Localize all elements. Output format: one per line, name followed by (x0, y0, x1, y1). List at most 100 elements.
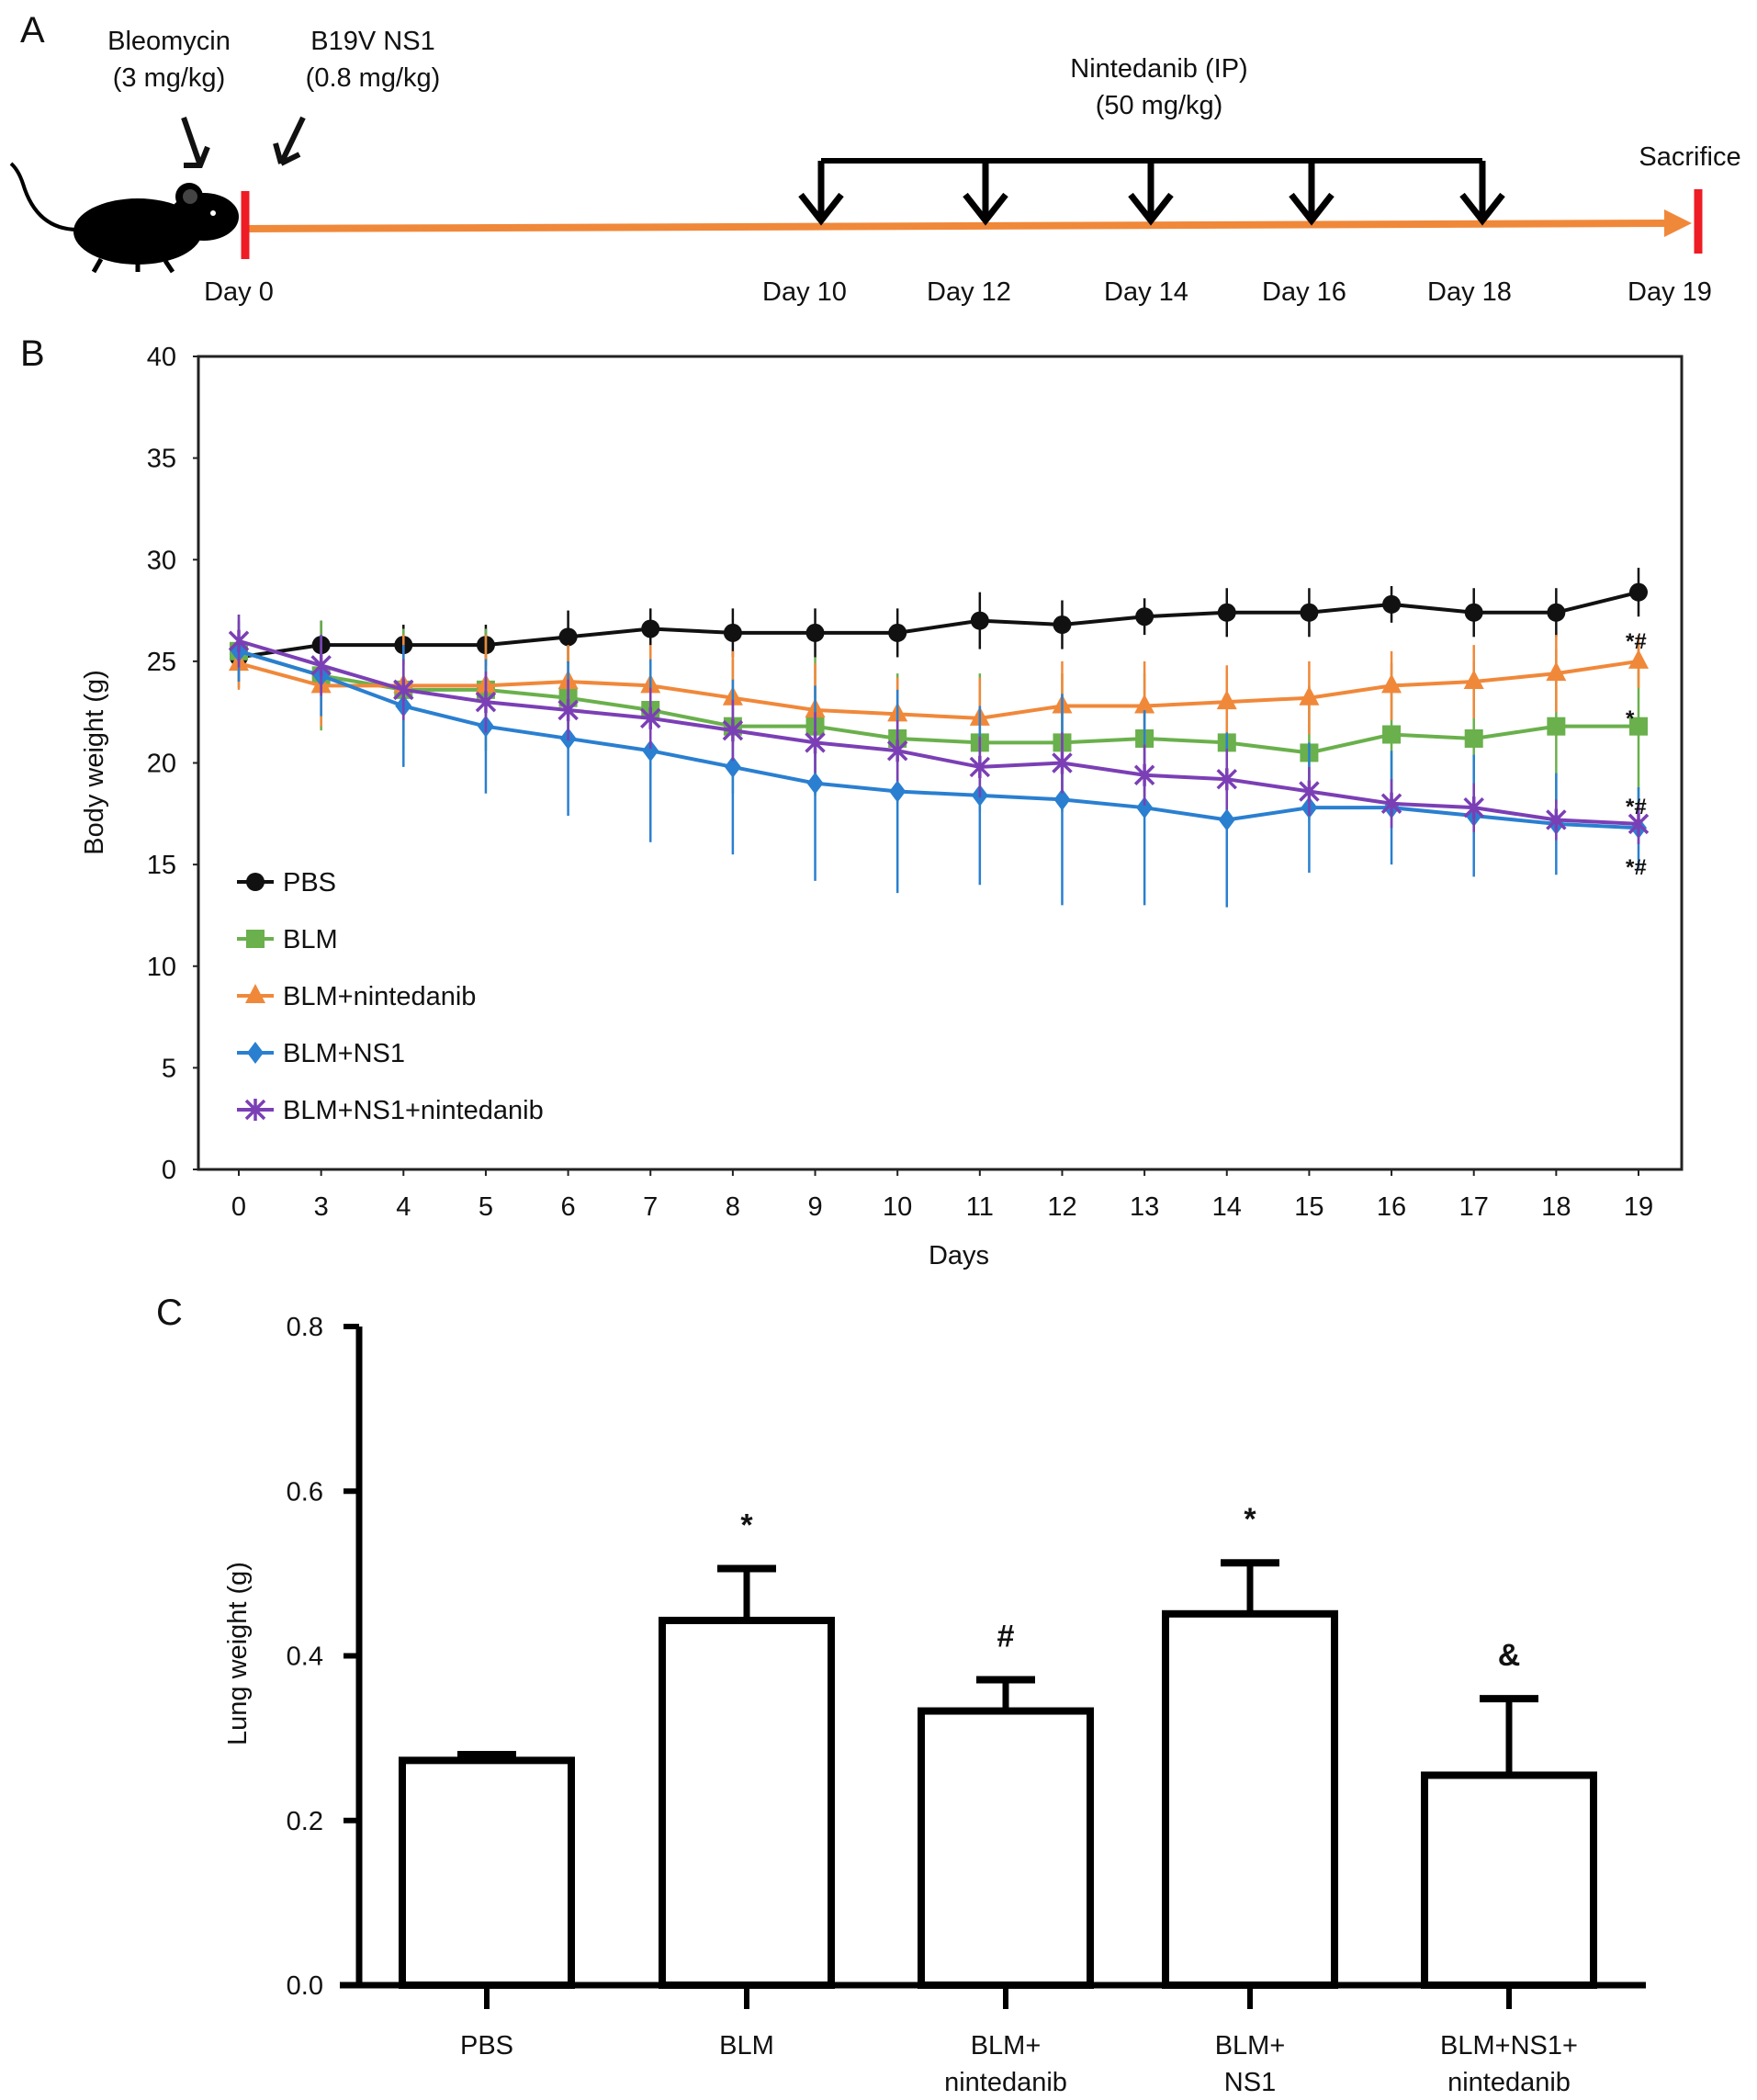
x-tick-label: NS1 (1224, 2068, 1276, 2097)
series-line (238, 590, 1639, 660)
data-point (806, 772, 824, 795)
day-label: Day 0 (204, 277, 274, 307)
data-point (245, 984, 265, 1003)
y-tick-label: 40 (147, 343, 176, 372)
data-point (558, 627, 578, 647)
significance-annotation: * (1626, 706, 1635, 731)
data-point (1053, 788, 1071, 811)
down-arrow-icon (1459, 161, 1505, 226)
bar (1421, 1771, 1597, 1990)
y-tick-label: 15 (147, 851, 176, 880)
timeline-line (244, 220, 1673, 232)
y-tick-label: 30 (147, 546, 176, 575)
x-tick-label: 6 (561, 1192, 576, 1222)
series-group: * *# *# *# (228, 568, 1650, 908)
bleomycin-dose: (3 mg/kg) (113, 63, 225, 93)
data-point (639, 706, 661, 729)
x-tick-label: 15 (1294, 1192, 1323, 1222)
mouse-icon (9, 162, 239, 274)
y-tick-label: 35 (147, 445, 176, 474)
panel-c-bar-chart: C Lung weight (g) 0.0 0.2 0.4 0.6 0.8 PBS * BL… (156, 1293, 1646, 2097)
series-pbs (230, 568, 1648, 682)
significance-annotation: & (1498, 1638, 1521, 1673)
bar-group: * BLM+ NS1 (1162, 1502, 1338, 2097)
data-point (1629, 717, 1648, 736)
data-point (723, 623, 742, 642)
data-point (1300, 603, 1319, 622)
data-point (1463, 670, 1484, 689)
data-point (1136, 796, 1154, 819)
bar-group: * BLM (659, 1507, 835, 2060)
x-tick-label: BLM+NS1+ (1440, 2031, 1578, 2060)
x-tick-label: 4 (396, 1192, 411, 1222)
y-tick-label: 20 (147, 750, 176, 779)
data-point (1463, 796, 1484, 819)
y-tick-label: 25 (147, 648, 176, 677)
series-blm-ns1-nintedanib (228, 614, 1650, 844)
x-tick-label: 19 (1624, 1192, 1653, 1222)
y-tick-label: 10 (147, 953, 176, 982)
ns1-label: B19V NS1 (310, 27, 434, 56)
y-tick-label: 0.0 (287, 1971, 323, 2001)
significance-annotation: *# (1626, 855, 1647, 880)
x-tick-label: 11 (966, 1192, 994, 1222)
series-line (238, 649, 1639, 755)
panel-a-label: A (20, 10, 45, 51)
legend-label: PBS (283, 868, 336, 898)
x-ticks: 0 3 4 5 6 7 8 9 10 11 12 13 14 15 16 17 18 19 (231, 1169, 1653, 1222)
day-label: Day 14 (1104, 277, 1188, 307)
data-point (641, 619, 660, 638)
data-point (1546, 661, 1567, 682)
day-label: Day 19 (1627, 277, 1712, 307)
data-point (1216, 690, 1237, 710)
bleomycin-label: Bleomycin (107, 27, 231, 56)
dose-arrows (798, 161, 1505, 226)
x-tick-label: BLM+ (971, 2031, 1042, 2060)
data-point (1053, 615, 1072, 635)
panel-c-label: C (156, 1293, 183, 1333)
y-ticks: 0.0 0.2 0.4 0.6 0.8 (287, 1313, 359, 2001)
series-blm-ns1 (231, 620, 1647, 908)
data-point (1134, 694, 1155, 714)
data-point (475, 691, 497, 714)
y-ticks: 0 5 10 15 20 25 30 35 40 (147, 343, 198, 1185)
legend-label: BLM (283, 925, 338, 954)
y-tick-label: 5 (162, 1054, 176, 1083)
data-point (1216, 768, 1237, 791)
panel-b-label: B (20, 333, 45, 374)
panel-b-line-chart: B Body weight (g) Days 0510152025303540 … (20, 333, 1684, 1270)
x-tick-label: 16 (1377, 1192, 1406, 1222)
x-tick-label: 18 (1541, 1192, 1571, 1222)
y-tick-label: 0 (162, 1156, 176, 1185)
y-tick-label: 0.4 (287, 1643, 323, 1672)
bar-group: PBS (399, 1751, 575, 2060)
data-point (1629, 582, 1648, 602)
bar (399, 1756, 575, 1989)
plot-frame (197, 355, 1684, 1171)
down-arrow-icon (798, 161, 844, 226)
x-tick-label: 14 (1212, 1192, 1242, 1222)
data-point (970, 611, 989, 630)
bar (659, 1616, 835, 1990)
legend-item: BLM+NS1 (237, 1039, 405, 1068)
series-line (238, 638, 1639, 826)
data-point (1547, 717, 1566, 736)
legend: PBS BLM BLM+nintedanib BLM+NS1 BLM+NS1+ninte… (237, 868, 544, 1125)
day-label: Day 16 (1262, 277, 1346, 307)
bar-group: & BLM+NS1+ nintedanib (1421, 1638, 1597, 2097)
significance-annotation: * (740, 1507, 753, 1542)
data-point (1133, 763, 1155, 786)
data-point (642, 740, 659, 762)
sacrifice-label: Sacrifice (1639, 142, 1740, 172)
bleomycin-arrow-icon (181, 117, 210, 168)
data-point (805, 623, 825, 642)
data-point (1381, 673, 1402, 694)
data-point (1218, 808, 1235, 831)
x-tick-label: 13 (1130, 1192, 1159, 1222)
x-axis-label: Days (929, 1241, 989, 1270)
series-line (238, 659, 1639, 720)
legend-label: BLM+NS1+nintedanib (283, 1096, 544, 1125)
down-arrow-icon (1289, 161, 1335, 226)
legend-item: BLM (237, 925, 338, 954)
